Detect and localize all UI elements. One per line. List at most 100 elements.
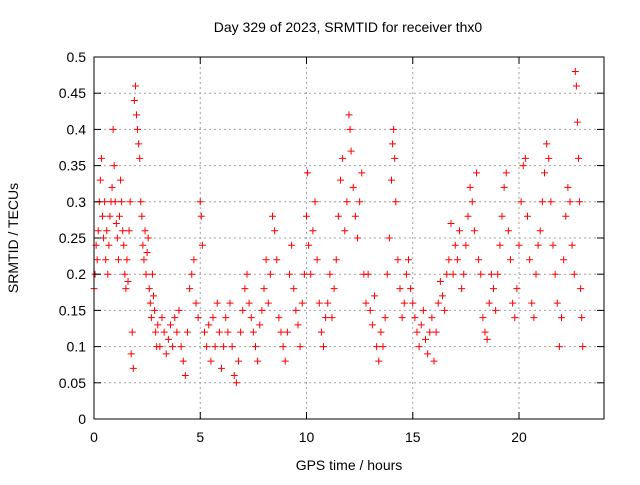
data-point (545, 154, 553, 162)
data-point (328, 314, 336, 322)
data-point (515, 241, 523, 249)
data-point (277, 328, 285, 336)
axis-ticks: 0 0.05 0.1 0.15 0.2 0.25 0.3 0.35 0.4 0.45 0.5 0 5 10… (59, 49, 604, 445)
data-point (243, 270, 251, 278)
data-point (430, 357, 438, 365)
data-point (564, 183, 572, 191)
data-point (502, 169, 510, 177)
data-point (434, 299, 442, 307)
data-point (424, 350, 432, 358)
data-point (415, 343, 423, 351)
data-point (102, 256, 110, 264)
data-point (101, 198, 109, 206)
data-point (309, 227, 317, 235)
data-point (136, 154, 144, 162)
data-point (343, 198, 351, 206)
data-point (188, 270, 196, 278)
data-point (232, 379, 240, 387)
data-point (190, 256, 198, 264)
y-tick-label: 0.2 (67, 266, 87, 282)
data-point (203, 343, 211, 351)
data-point (169, 343, 177, 351)
data-point (300, 270, 308, 278)
data-point (405, 256, 412, 264)
data-point (426, 328, 434, 336)
data-point (118, 198, 126, 206)
y-tick-label: 0.4 (67, 121, 87, 137)
data-point (351, 212, 359, 220)
data-point (579, 343, 587, 351)
data-point (256, 321, 264, 329)
data-point (315, 299, 323, 307)
data-point (496, 241, 504, 249)
data-point (154, 321, 162, 329)
data-point (330, 285, 338, 293)
data-point (120, 241, 128, 249)
data-point (364, 270, 372, 278)
x-tick-label: 15 (405, 429, 421, 445)
data-point (235, 357, 242, 365)
data-point (283, 328, 291, 336)
y-tick-label: 0.1 (67, 339, 87, 355)
x-tick-label: 10 (299, 429, 315, 445)
data-point (124, 277, 132, 285)
data-point (576, 198, 584, 206)
data-point (417, 321, 425, 329)
data-point (111, 198, 119, 206)
data-point (543, 140, 551, 148)
data-point (400, 299, 408, 307)
data-point (99, 212, 106, 220)
data-point (375, 357, 383, 365)
data-point (519, 162, 527, 170)
data-point (528, 299, 536, 307)
y-tick-label: 0.3 (67, 194, 87, 210)
data-point (298, 299, 306, 307)
data-point (513, 285, 521, 293)
data-point (286, 270, 293, 278)
data-point (134, 125, 142, 133)
data-point (390, 125, 398, 133)
data-point (97, 154, 105, 162)
data-point (133, 111, 140, 119)
data-point (171, 314, 179, 322)
data-point (305, 241, 313, 249)
data-point (449, 270, 457, 278)
data-point (447, 220, 455, 228)
data-point (422, 335, 429, 343)
data-point (555, 343, 563, 351)
data-point (479, 314, 487, 322)
data-point (366, 306, 374, 314)
data-point (129, 364, 137, 372)
data-point (304, 169, 312, 177)
data-point (368, 321, 376, 329)
data-point (113, 234, 121, 242)
data-point (526, 256, 534, 264)
data-point (294, 321, 302, 329)
data-point (156, 343, 164, 351)
data-point (356, 198, 364, 206)
data-point (290, 285, 298, 293)
data-point (252, 343, 259, 351)
data-point (402, 270, 410, 278)
data-point (326, 270, 334, 278)
data-point (112, 220, 120, 228)
data-point (347, 147, 355, 155)
data-point (108, 183, 116, 191)
data-point (105, 241, 113, 249)
data-point (254, 357, 262, 365)
data-point (394, 256, 402, 264)
data-point (94, 227, 102, 235)
data-point (213, 299, 221, 307)
data-point (377, 328, 385, 336)
data-point (341, 227, 349, 235)
data-point (389, 140, 397, 148)
data-point (419, 306, 427, 314)
data-point (388, 176, 395, 184)
data-point (292, 306, 300, 314)
data-point (141, 227, 149, 235)
data-point (470, 227, 478, 235)
y-tick-label: 0.45 (59, 85, 86, 101)
x-tick-label: 5 (196, 429, 204, 445)
data-point (320, 343, 327, 351)
